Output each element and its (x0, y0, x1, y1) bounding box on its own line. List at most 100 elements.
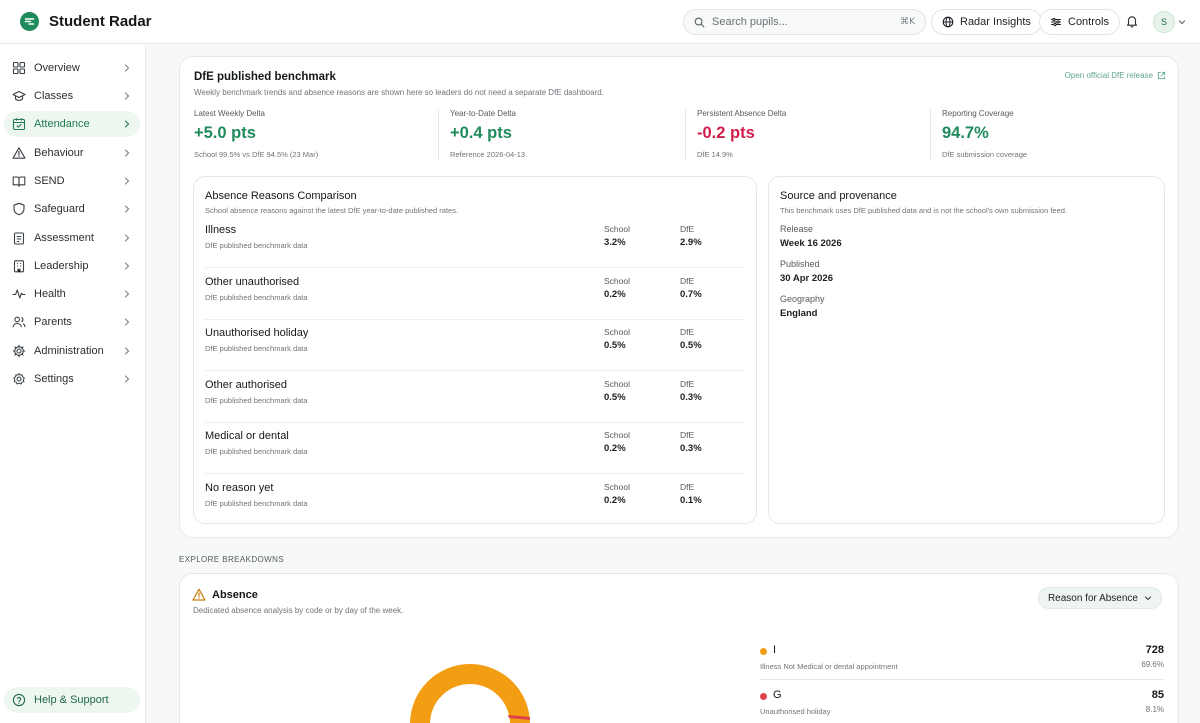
sidebar-item-safeguard[interactable]: Safeguard (4, 196, 140, 222)
sidebar-item-label: Parents (34, 316, 72, 328)
reason-name: Illness (205, 224, 237, 236)
kpi-value: 94.7% (942, 124, 989, 142)
legend-item-unauthorised-holiday[interactable]: G Unauthorised holiday 85 8.1% (760, 689, 1164, 723)
legend-code: G (773, 689, 782, 701)
gear-icon (12, 344, 26, 358)
pulse-icon (12, 289, 26, 299)
reason-source: DfE published benchmark data (205, 447, 308, 456)
users-icon (12, 316, 26, 328)
open-dfe-release-label: Open official DfE release (1064, 71, 1153, 80)
school-header: School (604, 276, 630, 286)
search-input[interactable]: Search pupils... ⌘K (683, 9, 926, 35)
kpi-label: Year-to-Date Delta (450, 109, 516, 118)
top-bar: Student Radar Search pupils... ⌘K Radar … (0, 0, 1200, 44)
chevron-down-icon[interactable] (1178, 18, 1186, 26)
donut-segment-illness (410, 664, 530, 723)
sidebar-item-health[interactable]: Health (4, 281, 140, 307)
donut-segment-unauthorised-holiday (508, 715, 530, 720)
sidebar-item-label: Leadership (34, 260, 89, 272)
geography-label: Geography (780, 294, 825, 304)
external-link-icon (1157, 71, 1166, 80)
avatar[interactable]: S (1153, 11, 1175, 33)
brand[interactable]: Student Radar (20, 12, 152, 31)
chevron-right-icon (124, 177, 130, 185)
sidebar: Overview Classes Attendance Behaviour SE… (0, 44, 146, 723)
reason-source: DfE published benchmark data (205, 396, 308, 405)
dfe-value: 0.3% (680, 443, 702, 454)
help-circle-icon (12, 693, 26, 707)
sidebar-item-label: Assessment (34, 232, 94, 244)
release-label: Release (780, 224, 814, 234)
reason-source: DfE published benchmark data (205, 241, 308, 250)
legend-percent: 69.6% (1141, 660, 1164, 669)
chevron-right-icon (124, 149, 130, 157)
provenance-card: Source and provenance This benchmark use… (768, 176, 1165, 524)
legend-count: 85 (1151, 689, 1164, 701)
absence-card: Absence Dedicated absence analysis by co… (179, 573, 1179, 723)
reason-name: Other unauthorised (205, 276, 300, 288)
sidebar-item-send[interactable]: SEND (4, 168, 140, 194)
chevron-right-icon (124, 120, 130, 128)
geography-value: England (780, 308, 818, 319)
release-value: Week 16 2026 (780, 238, 842, 249)
dfe-value: 0.7% (680, 289, 702, 300)
reason-name: Medical or dental (205, 430, 289, 442)
school-header: School (604, 224, 630, 234)
kpi-label: Latest Weekly Delta (194, 109, 265, 118)
legend-percent: 8.1% (1145, 705, 1164, 714)
sidebar-item-label: Attendance (34, 118, 90, 130)
reason-row-unauthorised-holiday: Unauthorised holiday DfE published bench… (205, 320, 745, 371)
bell-icon[interactable] (1125, 14, 1139, 28)
kpi-note: DfE 14.9% (697, 150, 733, 159)
search-placeholder: Search pupils... (712, 16, 788, 28)
sidebar-item-settings[interactable]: Settings (4, 366, 140, 392)
sidebar-item-behaviour[interactable]: Behaviour (4, 140, 140, 166)
sidebar-item-assessment[interactable]: Assessment (4, 225, 140, 251)
kpi-latest-weekly-delta: Latest Weekly Delta +5.0 pts School 99.5… (180, 109, 425, 161)
sidebar-item-leadership[interactable]: Leadership (4, 253, 140, 279)
sidebar-item-attendance[interactable]: Attendance (4, 111, 140, 137)
shield-icon (13, 202, 25, 216)
school-value: 0.2% (604, 443, 626, 454)
kpi-label: Reporting Coverage (942, 109, 1014, 118)
legend-description: Illness Not Medical or dental appointmen… (760, 662, 898, 671)
grid-icon (12, 61, 26, 75)
select-value: Reason for Absence (1047, 592, 1138, 604)
school-value: 0.2% (604, 289, 626, 300)
absence-reasons-card: Absence Reasons Comparison School absenc… (193, 176, 757, 524)
reason-row-no-reason-yet: No reason yet DfE published benchmark da… (205, 475, 745, 526)
sidebar-item-label: Classes (34, 90, 74, 102)
sidebar-item-classes[interactable]: Classes (4, 83, 140, 109)
radar-logo-icon (20, 12, 39, 31)
legend-count: 728 (1145, 644, 1164, 656)
open-book-icon (12, 176, 26, 187)
open-dfe-release-link[interactable]: Open official DfE release (1065, 71, 1166, 80)
legend-code: I (773, 644, 777, 656)
published-value: 30 Apr 2026 (780, 273, 833, 284)
help-support-button[interactable]: Help & Support (4, 687, 140, 713)
kpi-year-to-date-delta: Year-to-Date Delta +0.4 pts Reference 20… (438, 109, 683, 161)
legend-item-illness[interactable]: I Illness Not Medical or dental appointm… (760, 644, 1164, 689)
absence-donut-chart (410, 664, 530, 723)
school-header: School (604, 482, 630, 492)
sidebar-item-label: SEND (34, 175, 65, 187)
legend-divider (760, 679, 1164, 680)
dfe-header: DfE (680, 276, 695, 286)
reason-for-absence-select[interactable]: Reason for Absence (1037, 587, 1162, 609)
controls-button[interactable]: Controls (1039, 9, 1120, 35)
absence-reasons-subtitle: School absence reasons against the lates… (205, 206, 459, 215)
search-shortcut: ⌘K (900, 17, 915, 27)
explore-breakdowns-heading: EXPLORE BREAKDOWNS (179, 555, 285, 564)
sidebar-item-overview[interactable]: Overview (4, 55, 140, 81)
provenance-subtitle: This benchmark uses DfE published data a… (780, 206, 1068, 215)
published-label: Published (780, 259, 820, 269)
app-name: Student Radar (49, 13, 152, 30)
reason-name: No reason yet (205, 482, 274, 494)
kpi-value: -0.2 pts (697, 124, 755, 142)
sidebar-item-administration[interactable]: Administration (4, 338, 140, 364)
school-header: School (604, 430, 630, 440)
benchmark-subtitle: Weekly benchmark trends and absence reas… (194, 88, 604, 97)
reason-name: Other authorised (205, 379, 287, 391)
radar-insights-button[interactable]: Radar Insights (931, 9, 1042, 35)
sidebar-item-parents[interactable]: Parents (4, 309, 140, 335)
